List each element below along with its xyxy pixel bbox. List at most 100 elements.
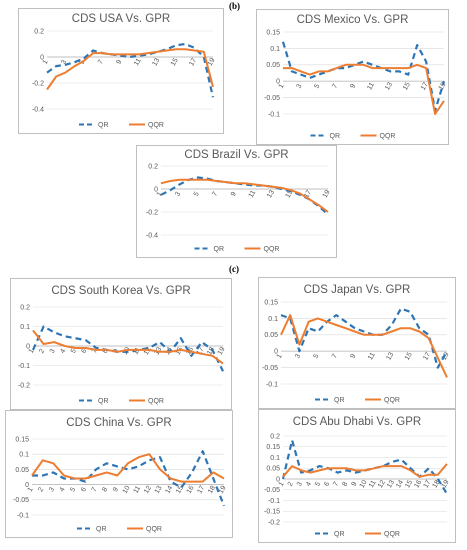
y-tick-label: 0 xyxy=(276,476,280,483)
chart-title: CDS China Vs. GPR xyxy=(66,417,172,429)
x-tick-label: 7 xyxy=(211,191,219,198)
y-tick-label: 0.1 xyxy=(270,455,280,462)
y-tick-label: 0 xyxy=(26,343,30,350)
y-tick-label: -0.2 xyxy=(146,209,158,216)
chart-panel-japan: CDS Japan Vs. GPR -0.1 -0.05 0 0.05 0.1 0.15 1 3… xyxy=(258,277,456,409)
y-tick-label: -0.05 xyxy=(13,497,29,504)
x-tick-label: 17 xyxy=(196,346,206,356)
x-tick-label: 9 xyxy=(112,486,120,493)
chart-panel-south-korea: CDS South Korea Vs. GPR -0.2 -0.1 0 0.1 0.2 1 2… xyxy=(10,278,232,410)
y-tick-label: -0.1 xyxy=(266,381,278,388)
legend-label-qqr: QQR xyxy=(384,397,400,404)
x-tick-label: 3 xyxy=(294,353,302,360)
x-tick-label: 5 xyxy=(69,486,77,493)
series-line-qr xyxy=(46,42,215,98)
x-tick-label: 9 xyxy=(115,59,123,66)
series-line-qqr xyxy=(282,463,448,478)
y-tick-label: 0.15 xyxy=(266,444,280,451)
chart-title: CDS South Korea Vs. GPR xyxy=(51,285,191,297)
x-tick-label: 3 xyxy=(296,83,304,90)
x-tick-label: 7 xyxy=(91,486,99,493)
y-tick-label: -0.1 xyxy=(268,498,280,505)
chart-panel-usa: CDS USA Vs. GPR -0.4 -0.2 0 0.2 1 3 5 7 9 11 13 15 17… xyxy=(18,8,224,134)
x-tick-label: 10 xyxy=(359,479,369,489)
legend-label-qqr: QQR xyxy=(146,526,162,533)
x-tick-label: 1 xyxy=(27,486,35,493)
x-tick-label: 15 xyxy=(404,351,414,361)
x-tick-label: 11 xyxy=(133,485,143,495)
y-tick-label: -0.1 xyxy=(18,363,30,370)
legend-label-qr: QR xyxy=(330,133,341,140)
y-tick-label: 0 xyxy=(154,186,158,193)
x-tick-label: 7 xyxy=(331,353,339,360)
series-line-qr xyxy=(32,450,226,507)
x-tick-label: 4 xyxy=(59,348,67,355)
legend-label-qr: QR xyxy=(214,246,225,253)
y-tick-label: -0.15 xyxy=(264,509,280,516)
x-tick-label: 19 xyxy=(438,81,448,91)
x-tick-label: 5 xyxy=(313,83,321,90)
x-tick-label: 12 xyxy=(377,479,387,489)
x-tick-label: 3 xyxy=(174,191,182,198)
y-tick-label: -0.2 xyxy=(32,80,44,87)
x-tick-label: 14 xyxy=(164,485,174,495)
x-tick-label: 13 xyxy=(154,485,164,495)
y-tick-label: 0.15 xyxy=(266,29,280,36)
series-line-qqr xyxy=(46,48,214,91)
x-tick-label: 12 xyxy=(143,346,153,356)
series-line-qqr xyxy=(32,329,224,365)
legend-label-qr: QR xyxy=(96,526,107,533)
legend-label-qqr: QQR xyxy=(380,133,396,140)
x-tick-label: 3 xyxy=(60,59,68,66)
x-tick-label: 19 xyxy=(322,189,332,199)
legend-label-qr: QR xyxy=(334,397,345,404)
x-tick-label: 17 xyxy=(188,57,198,67)
legend-label-qqr: QQR xyxy=(384,531,400,538)
x-tick-label: 9 xyxy=(349,83,357,90)
x-tick-label: 9 xyxy=(349,353,357,360)
x-tick-label: 13 xyxy=(151,57,161,67)
x-tick-label: 15 xyxy=(285,189,295,199)
x-tick-label: 15 xyxy=(170,57,180,67)
x-tick-label: 2 xyxy=(38,348,46,355)
x-tick-label: 7 xyxy=(332,481,340,488)
series-line-qr xyxy=(281,41,446,112)
x-tick-label: 14 xyxy=(395,479,405,489)
x-tick-label: 4 xyxy=(305,481,313,488)
x-tick-label: 8 xyxy=(102,348,110,355)
chart-panel-brazil: CDS Brazil Vs. GPR -0.4 -0.2 0 0.2 1 3 5 7 9 11 13 1… xyxy=(136,145,337,258)
x-tick-label: 4 xyxy=(59,486,67,493)
y-tick-label: 0.2 xyxy=(34,28,44,35)
y-tick-label: 0.1 xyxy=(268,316,278,323)
x-tick-label: 18 xyxy=(432,479,442,489)
section-label-b: (b) xyxy=(229,1,240,11)
x-tick-label: 11 xyxy=(366,81,376,91)
x-tick-label: 7 xyxy=(91,348,99,355)
chart-title: CDS Mexico Vs. GPR xyxy=(296,14,409,26)
y-tick-label: 0.1 xyxy=(19,452,29,459)
x-tick-label: 3 xyxy=(49,348,57,355)
y-tick-label: 0.15 xyxy=(264,299,278,306)
x-tick-label: 6 xyxy=(80,486,88,493)
x-tick-label: 7 xyxy=(97,59,105,66)
legend-label-qr: QR xyxy=(98,398,109,405)
chart-svg: -0.2-0.100.10.21 2 3 4 5 6 7 8 9 10 11 12 13 14 15 16 17… xyxy=(18,304,227,405)
series-line-qqr xyxy=(160,178,329,213)
legend-label-qqr: QQR xyxy=(148,398,164,405)
x-tick-label: 19 xyxy=(218,485,228,495)
y-tick-label: -0.2 xyxy=(18,382,30,389)
legend-label-qqr: QQR xyxy=(148,122,164,129)
x-tick-label: 2 xyxy=(37,486,45,493)
x-tick-label: 15 xyxy=(175,485,185,495)
x-tick-label: 15 xyxy=(402,81,412,91)
x-tick-label: 1 xyxy=(278,481,286,488)
y-tick-label: -0.1 xyxy=(268,111,280,118)
x-tick-label: 18 xyxy=(207,485,217,495)
chart-panel-mexico: CDS Mexico Vs. GPR -0.1 -0.05 0 0.05 0.1 0.15 1… xyxy=(256,9,449,145)
x-tick-label: 17 xyxy=(420,81,430,91)
y-tick-label: 0 xyxy=(274,349,278,356)
